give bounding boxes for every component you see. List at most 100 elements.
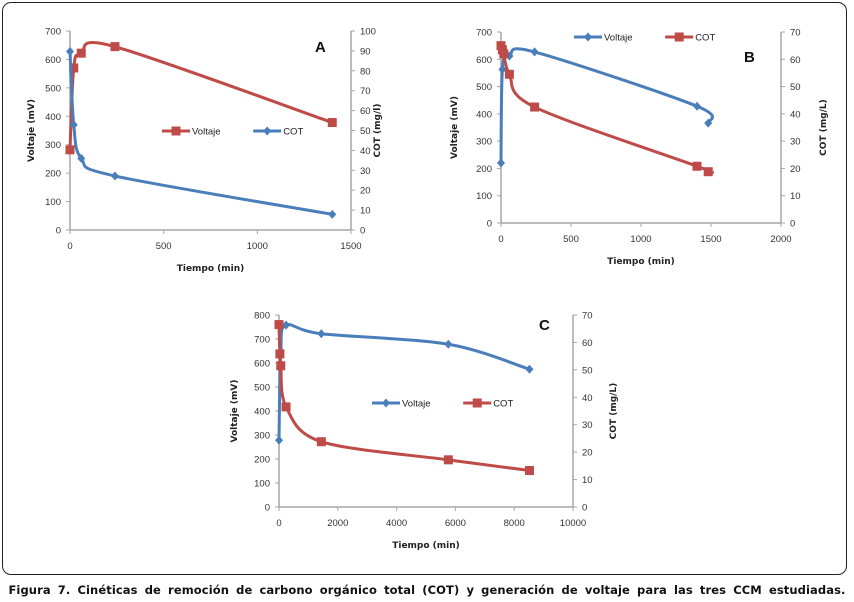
x-tick-label: 10000 <box>560 518 586 529</box>
x-tick-label: 0 <box>276 518 281 529</box>
data-point <box>275 435 283 445</box>
legend-label: COT <box>695 33 715 44</box>
data-point <box>65 145 75 155</box>
y2-tick-label: 100 <box>360 27 376 38</box>
legend: Voltaje COT <box>372 398 513 410</box>
y2-tick-label: 50 <box>360 126 371 137</box>
data-point <box>69 63 79 73</box>
figure-caption: Figura 7. Cinéticas de remoción de carbo… <box>8 583 846 597</box>
y-tick-label: 600 <box>254 359 270 370</box>
data-point <box>703 167 713 177</box>
data-point <box>524 466 534 476</box>
y-tick-label: 500 <box>476 82 492 93</box>
legend-label: Voltaje <box>192 127 221 138</box>
x-tick-label: 500 <box>563 234 579 245</box>
y2-tick-label: 0 <box>582 503 587 514</box>
x-tick-label: 0 <box>67 241 72 252</box>
data-point <box>693 101 701 111</box>
panel-letter: B <box>744 49 755 66</box>
series-cot <box>66 46 337 219</box>
data-point <box>66 46 74 56</box>
y2-tick-label: 20 <box>582 448 593 459</box>
x-tick-label: 1000 <box>630 234 651 245</box>
y-tick-label: 400 <box>254 407 270 418</box>
data-point <box>525 364 534 374</box>
series-voltaje <box>275 320 534 445</box>
y-tick-label: 600 <box>476 55 492 66</box>
legend-marker <box>171 126 181 136</box>
y2-tick-label: 50 <box>582 365 593 376</box>
series-voltaje <box>497 47 714 168</box>
y-tick-label: 600 <box>45 55 61 66</box>
panel-letter: C <box>539 317 550 334</box>
legend: Voltaje COT <box>574 32 715 44</box>
y-tick-label: 700 <box>45 27 61 38</box>
legend-label: Voltaje <box>402 399 431 410</box>
x-axis-title: Tiempo (min) <box>392 541 460 551</box>
data-point <box>498 64 507 74</box>
x-tick-label: 1500 <box>700 234 721 245</box>
y-tick-label: 700 <box>254 335 270 346</box>
legend-marker <box>382 398 390 408</box>
y-tick-label: 0 <box>265 503 270 514</box>
y2-tick-label: 40 <box>790 109 801 120</box>
data-point <box>110 42 120 52</box>
y2-axis-title: COT (mg/L) <box>819 99 829 156</box>
legend-marker <box>263 126 272 136</box>
x-tick-label: 1500 <box>340 241 361 252</box>
data-point <box>281 402 291 412</box>
series-cot <box>274 320 534 476</box>
y2-tick-label: 60 <box>582 338 593 349</box>
y-tick-label: 500 <box>45 83 61 94</box>
x-tick-label: 2000 <box>770 234 791 245</box>
y-tick-label: 0 <box>487 219 492 230</box>
data-point <box>316 437 326 447</box>
y2-tick-label: 20 <box>360 186 371 197</box>
y2-tick-label: 60 <box>360 106 371 117</box>
data-point <box>69 120 78 130</box>
data-point <box>282 320 291 330</box>
chart-panel-b: 0 500 1000 1500 2000 0 100 200 300 400 500 600 700 0 1… <box>450 28 829 268</box>
y2-tick-label: 40 <box>582 393 593 404</box>
chart-panel-a: 0 500 1000 1500 0 100 200 300 400 500 600 700 0 10 20 3… <box>27 27 383 275</box>
y2-tick-label: 40 <box>360 146 371 157</box>
legend: Voltaje COT <box>162 126 303 138</box>
series-cot <box>496 41 714 177</box>
x-axis-title: Tiempo (min) <box>177 264 245 274</box>
y2-tick-label: 30 <box>790 137 801 148</box>
data-point <box>692 161 702 171</box>
y-tick-label: 200 <box>476 164 492 175</box>
data-point <box>275 349 285 359</box>
y-tick-label: 400 <box>45 112 61 123</box>
y2-axis-title: COT (mg/l) <box>373 104 383 158</box>
y-tick-label: 0 <box>56 226 61 237</box>
y-tick-label: 400 <box>476 109 492 120</box>
y-tick-label: 300 <box>254 431 270 442</box>
y2-tick-label: 10 <box>790 191 801 202</box>
data-point <box>530 102 540 112</box>
data-point <box>276 361 286 371</box>
y-tick-label: 100 <box>45 197 61 208</box>
y2-tick-label: 20 <box>790 164 801 175</box>
data-point <box>499 49 509 59</box>
y2-tick-label: 10 <box>582 475 593 486</box>
legend-label: COT <box>283 127 303 138</box>
x-tick-label: 6000 <box>445 518 466 529</box>
y2-tick-label: 70 <box>582 311 593 322</box>
y-tick-label: 100 <box>254 479 270 490</box>
data-point <box>328 209 337 219</box>
x-tick-label: 0 <box>498 234 503 245</box>
y2-tick-label: 80 <box>360 66 371 77</box>
x-axis-title: Tiempo (min) <box>607 257 675 267</box>
legend-marker <box>674 32 684 42</box>
y-tick-label: 800 <box>254 311 270 322</box>
series-voltaje <box>65 41 337 155</box>
y2-axis-title: COT (mg/L) <box>609 383 619 440</box>
y2-tick-label: 0 <box>790 219 795 230</box>
y-tick-label: 700 <box>476 28 492 39</box>
y2-tick-label: 70 <box>790 28 801 39</box>
data-point <box>504 69 514 79</box>
y-tick-label: 200 <box>254 455 270 466</box>
legend-label: Voltaje <box>604 33 633 44</box>
